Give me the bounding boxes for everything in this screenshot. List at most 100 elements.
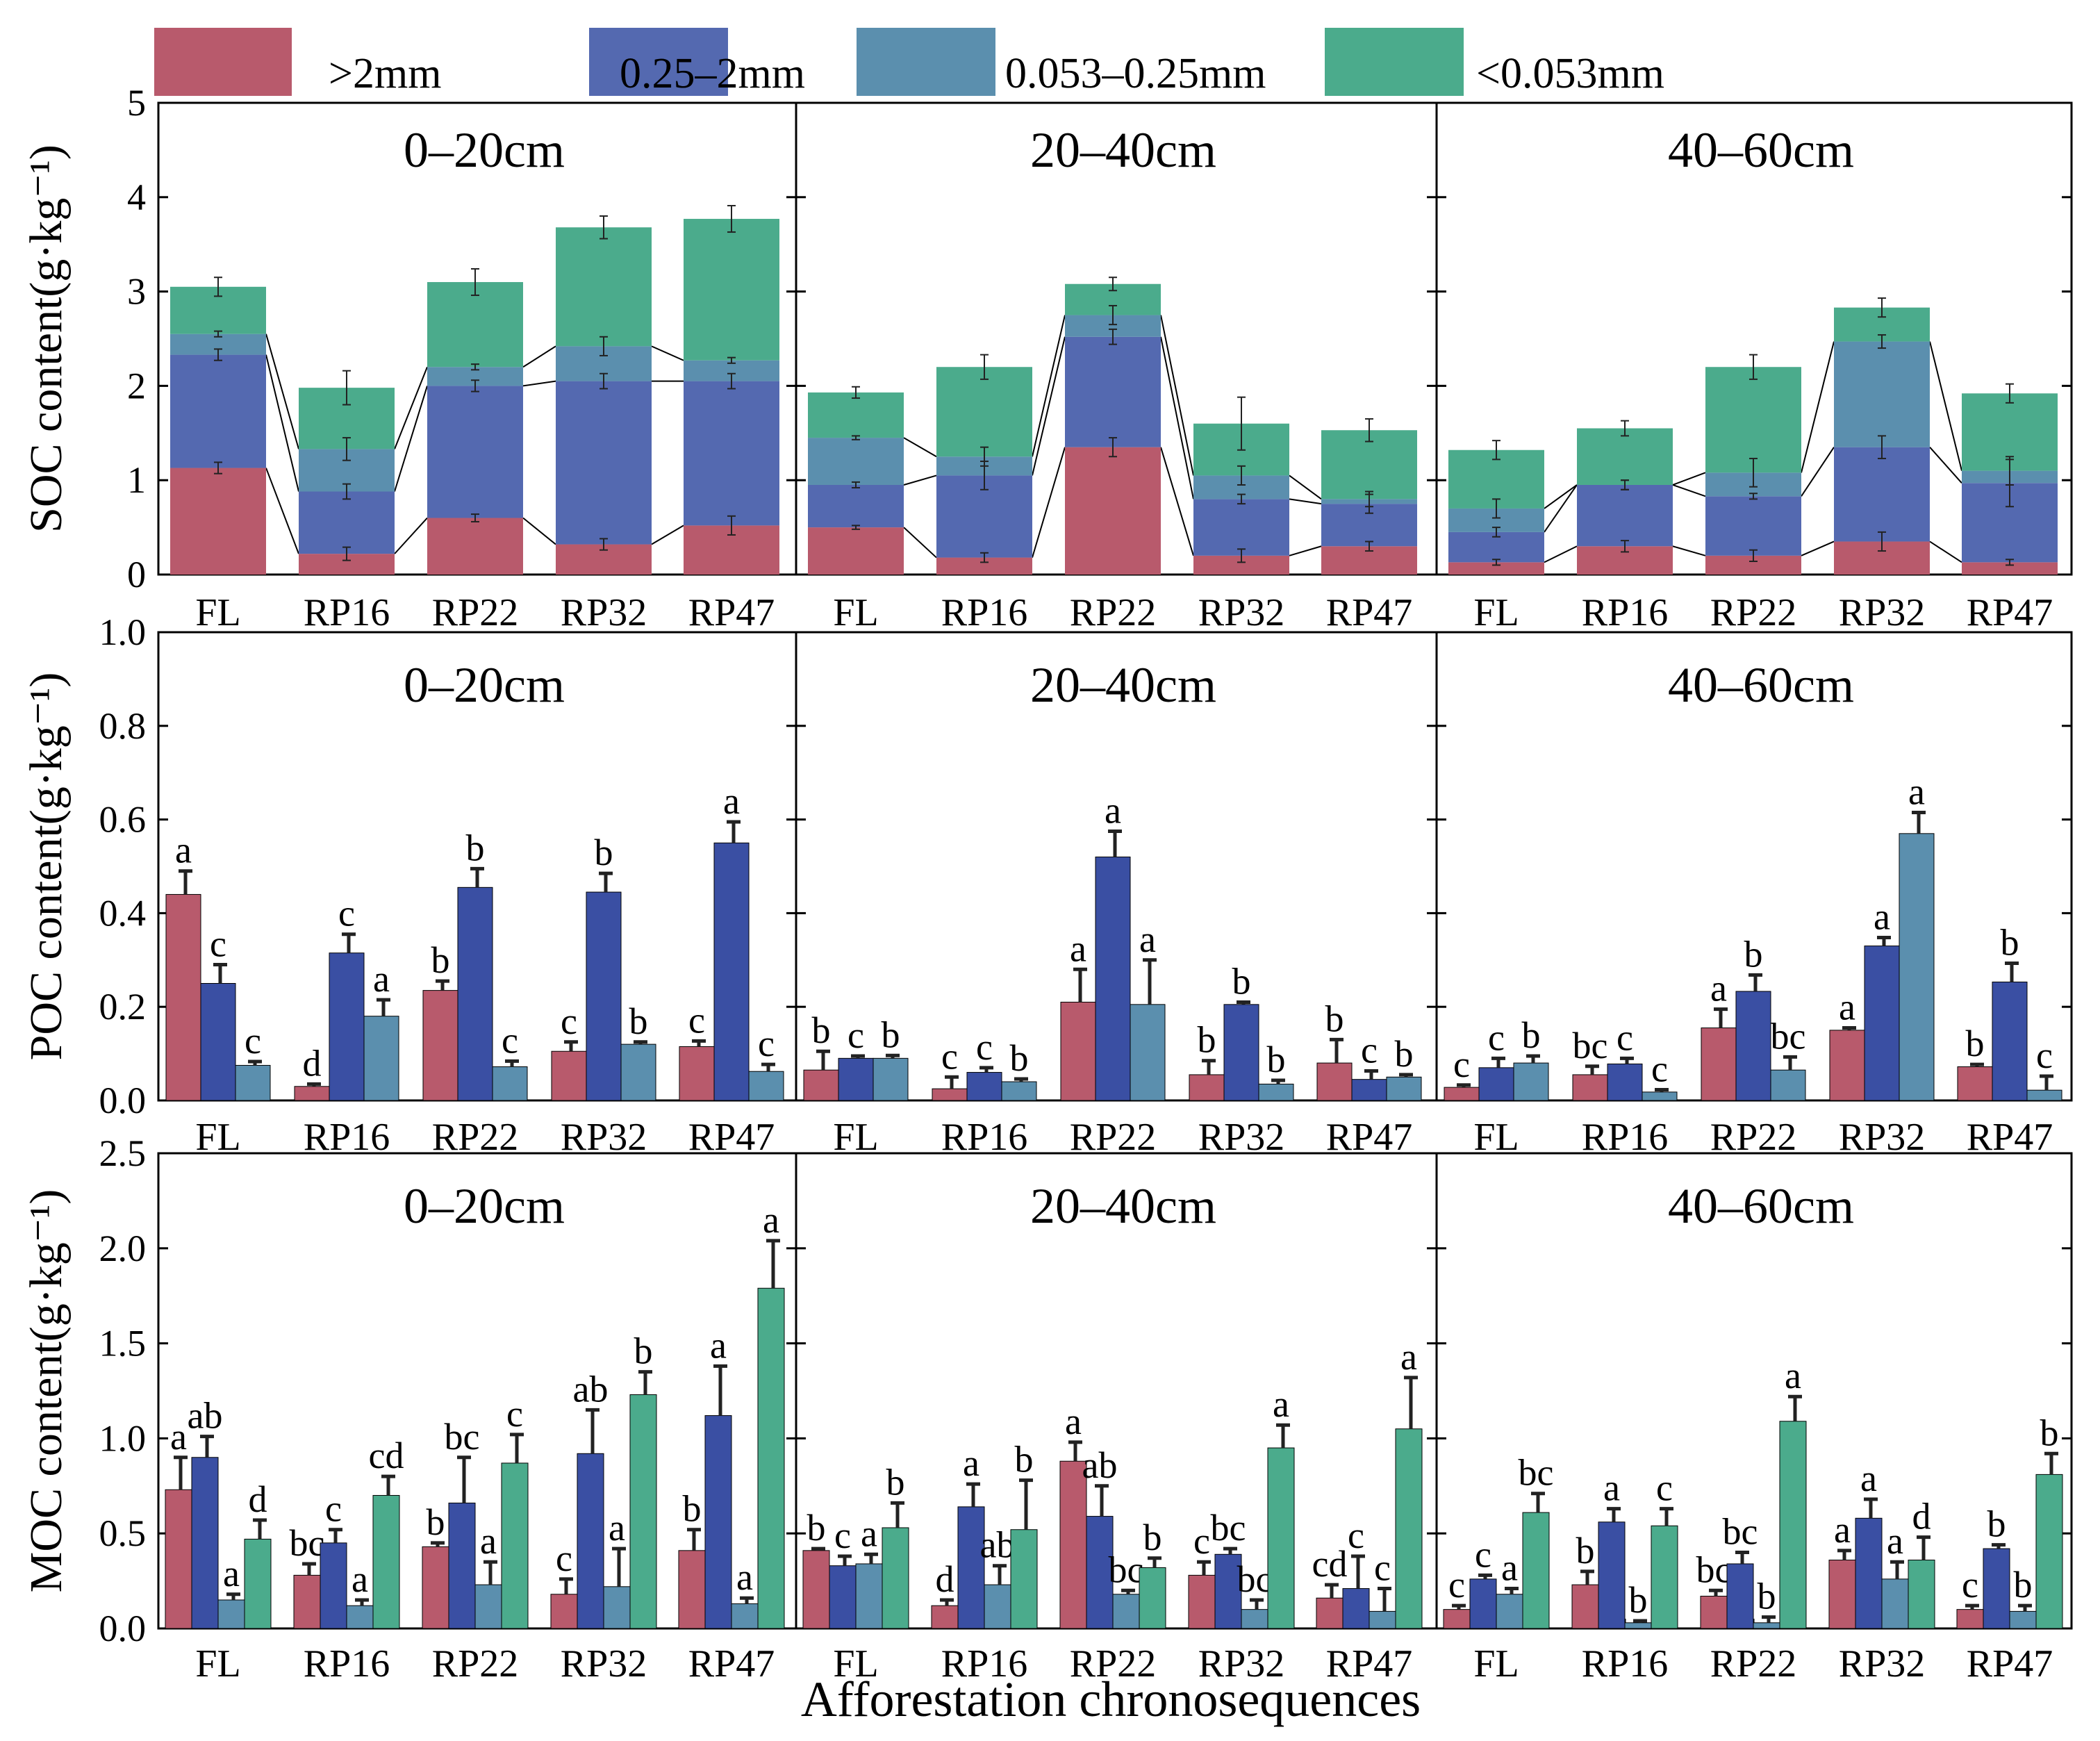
significance-letter: b [1015, 1439, 1034, 1480]
significance-letter: a [1860, 1458, 1877, 1499]
x-tick-label: RP32 [561, 1116, 647, 1159]
bar-<0.053mm [1139, 1567, 1166, 1629]
row-1: SOC content(g·kg⁻¹) 0 1 2 3 4 5 0–20cm FL RP16 RP2… [21, 82, 2073, 634]
connector-line [651, 525, 684, 545]
legend-swatch-4 [1325, 28, 1464, 96]
x-tick-label: RP32 [1839, 1116, 1926, 1159]
significance-letter: c [1193, 1520, 1210, 1562]
stack-segment-0.053-0.25mm [1834, 341, 1930, 447]
significance-letter: a [1273, 1383, 1289, 1425]
bar-0.053-0.25mm [1642, 1091, 1678, 1101]
y-tick-label: 0.8 [99, 705, 147, 747]
bar-0.25-2mm [838, 1057, 874, 1101]
significance-letter: bc [1696, 1549, 1732, 1590]
significance-letter: a [609, 1507, 625, 1549]
bar-0.25-2mm [1607, 1063, 1643, 1101]
bar-0.25-2mm [713, 842, 750, 1101]
stack-segment-<0.053mm [936, 367, 1032, 457]
significance-letter: a [1065, 1401, 1082, 1442]
connector-line [265, 354, 299, 492]
x-tick-label: RP32 [561, 1642, 647, 1685]
significance-letter: a [1105, 789, 1121, 831]
significance-letter: b [1198, 1019, 1216, 1061]
bar-0.053-0.25mm [217, 1599, 245, 1629]
significance-letter: c [1475, 1533, 1491, 1575]
significance-letter: b [1267, 1039, 1286, 1080]
bar-0.053-0.25mm [363, 1016, 399, 1101]
significance-letter: a [736, 1556, 753, 1598]
significance-letter: bc [1211, 1507, 1246, 1549]
bar->2mm [165, 1489, 192, 1629]
bar-0.25-2mm [1351, 1079, 1387, 1101]
connector-line [1289, 498, 1322, 505]
bar-<0.053mm [2035, 1474, 2063, 1629]
bar-0.25-2mm [829, 1565, 857, 1629]
bar->2mm [1829, 1030, 1865, 1101]
x-tick-label: RP32 [1198, 1642, 1285, 1685]
significance-letter: d [936, 1558, 954, 1600]
significance-letter: a [480, 1520, 497, 1562]
x-tick-label: FL [833, 1642, 878, 1685]
connector-line [1929, 447, 1962, 484]
depth-title: 40–60cm [1668, 657, 1854, 713]
stack-segment-0.25-2mm [808, 484, 904, 528]
bar-<0.053mm [882, 1527, 909, 1629]
x-tick-label: FL [195, 1116, 240, 1159]
bar-0.053-0.25mm [2009, 1610, 2037, 1629]
connector-line [1672, 545, 1706, 556]
bar-<0.053mm [1908, 1560, 1935, 1629]
connector-line [903, 527, 937, 559]
significance-letter: ab [980, 1524, 1016, 1566]
bar-0.25-2mm [320, 1542, 347, 1629]
significance-letter: b [1576, 1530, 1595, 1571]
connector-line [1544, 545, 1578, 563]
significance-letter: b [427, 1501, 445, 1543]
bar-0.053-0.25mm [1513, 1062, 1549, 1101]
x-tick-label: RP47 [688, 591, 775, 634]
stack-segment-<0.053mm [1577, 428, 1673, 485]
significance-letter: c [941, 1035, 958, 1077]
bar->2mm [422, 1546, 449, 1629]
bar-0.25-2mm [1478, 1067, 1514, 1101]
bar-0.053-0.25mm [1881, 1578, 1909, 1629]
stack-segment-0.25-2mm [1705, 496, 1801, 556]
connector-line [394, 386, 428, 492]
x-tick-label: FL [195, 1642, 240, 1685]
significance-letter: d [1912, 1496, 1931, 1537]
y-tick-label: 0.0 [99, 1608, 147, 1649]
stack-segment->2mm [1448, 562, 1544, 575]
connector-line [522, 380, 556, 387]
significance-letter: c [338, 893, 355, 934]
stack-segment->2mm [1065, 447, 1161, 575]
legend-label-1: >2mm [329, 50, 441, 97]
significance-letter: a [1501, 1547, 1518, 1589]
bar-<0.053mm [1522, 1512, 1550, 1629]
connector-line [1289, 545, 1322, 556]
connector-line [1544, 484, 1578, 533]
significance-letter: c [245, 1020, 261, 1062]
significance-letter: c [1962, 1564, 1978, 1606]
bar-0.053-0.25mm [1496, 1594, 1523, 1629]
x-tick-label: RP22 [1070, 1116, 1157, 1159]
significance-letter: a [1887, 1520, 1903, 1562]
connector-line [522, 517, 556, 545]
significance-letter: a [170, 1416, 187, 1458]
significance-letter: c [561, 1000, 577, 1042]
bar-<0.053mm [1267, 1447, 1295, 1629]
connector-line [1289, 475, 1322, 500]
bar->2mm [1701, 1028, 1737, 1101]
bar->2mm [422, 990, 458, 1101]
bar->2mm [293, 1574, 321, 1629]
y-tick-label: 1.5 [99, 1323, 147, 1364]
bar->2mm [294, 1086, 330, 1101]
depth-title: 40–60cm [1668, 1178, 1854, 1234]
connector-line [522, 345, 556, 368]
y-tick-label: 0.0 [99, 1080, 147, 1121]
bar->2mm [1316, 1062, 1353, 1101]
x-tick-label: RP32 [561, 591, 647, 634]
significance-letter: b [886, 1461, 905, 1503]
significance-letter: ab [573, 1368, 609, 1410]
bar-0.053-0.25mm [1241, 1609, 1268, 1629]
